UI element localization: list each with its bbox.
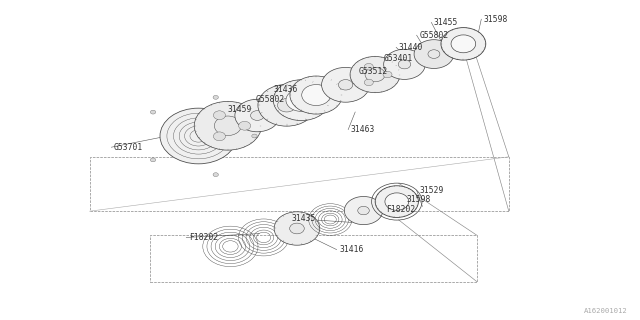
Ellipse shape (364, 79, 373, 86)
Ellipse shape (213, 95, 218, 99)
Ellipse shape (358, 206, 369, 215)
Text: G55802: G55802 (419, 31, 449, 40)
Ellipse shape (350, 56, 400, 93)
Ellipse shape (286, 89, 317, 111)
Ellipse shape (239, 121, 251, 130)
Ellipse shape (301, 84, 331, 106)
Ellipse shape (274, 212, 320, 245)
Text: 31440: 31440 (399, 43, 423, 52)
Ellipse shape (364, 63, 373, 70)
Ellipse shape (290, 223, 304, 234)
Ellipse shape (195, 101, 262, 150)
Ellipse shape (398, 60, 411, 69)
Ellipse shape (213, 132, 225, 141)
Text: 31436: 31436 (274, 85, 298, 94)
Text: G53512: G53512 (359, 67, 388, 76)
Text: G53701: G53701 (114, 143, 143, 152)
Text: 31435: 31435 (291, 214, 316, 223)
Ellipse shape (383, 71, 392, 78)
Ellipse shape (290, 76, 342, 114)
Ellipse shape (414, 40, 454, 68)
Ellipse shape (160, 108, 237, 164)
Ellipse shape (441, 28, 486, 60)
Text: 31416: 31416 (339, 245, 364, 254)
Ellipse shape (150, 110, 156, 114)
Text: F18202: F18202 (189, 233, 218, 242)
Ellipse shape (428, 50, 440, 58)
Ellipse shape (235, 99, 280, 132)
Text: 31459: 31459 (227, 105, 252, 114)
Text: G53401: G53401 (384, 54, 413, 63)
Ellipse shape (384, 49, 426, 79)
Text: 31455: 31455 (434, 18, 458, 27)
Ellipse shape (251, 111, 264, 120)
Text: 31529: 31529 (419, 186, 444, 195)
Ellipse shape (213, 111, 225, 120)
Text: 31598: 31598 (484, 15, 508, 24)
Text: 31598: 31598 (406, 196, 431, 204)
Ellipse shape (278, 99, 296, 112)
Ellipse shape (273, 80, 330, 121)
Ellipse shape (339, 80, 353, 90)
Ellipse shape (365, 67, 385, 82)
Text: F18202: F18202 (387, 205, 416, 214)
Ellipse shape (385, 193, 409, 210)
Ellipse shape (344, 196, 383, 225)
Ellipse shape (322, 68, 370, 102)
Ellipse shape (213, 173, 218, 177)
Ellipse shape (451, 35, 476, 53)
Ellipse shape (214, 116, 241, 135)
Text: G55802: G55802 (256, 95, 285, 104)
Ellipse shape (150, 158, 156, 162)
Text: A162001012: A162001012 (584, 308, 627, 314)
Ellipse shape (375, 186, 419, 218)
Ellipse shape (252, 134, 257, 138)
Text: 31463: 31463 (351, 125, 375, 134)
Ellipse shape (258, 84, 316, 126)
